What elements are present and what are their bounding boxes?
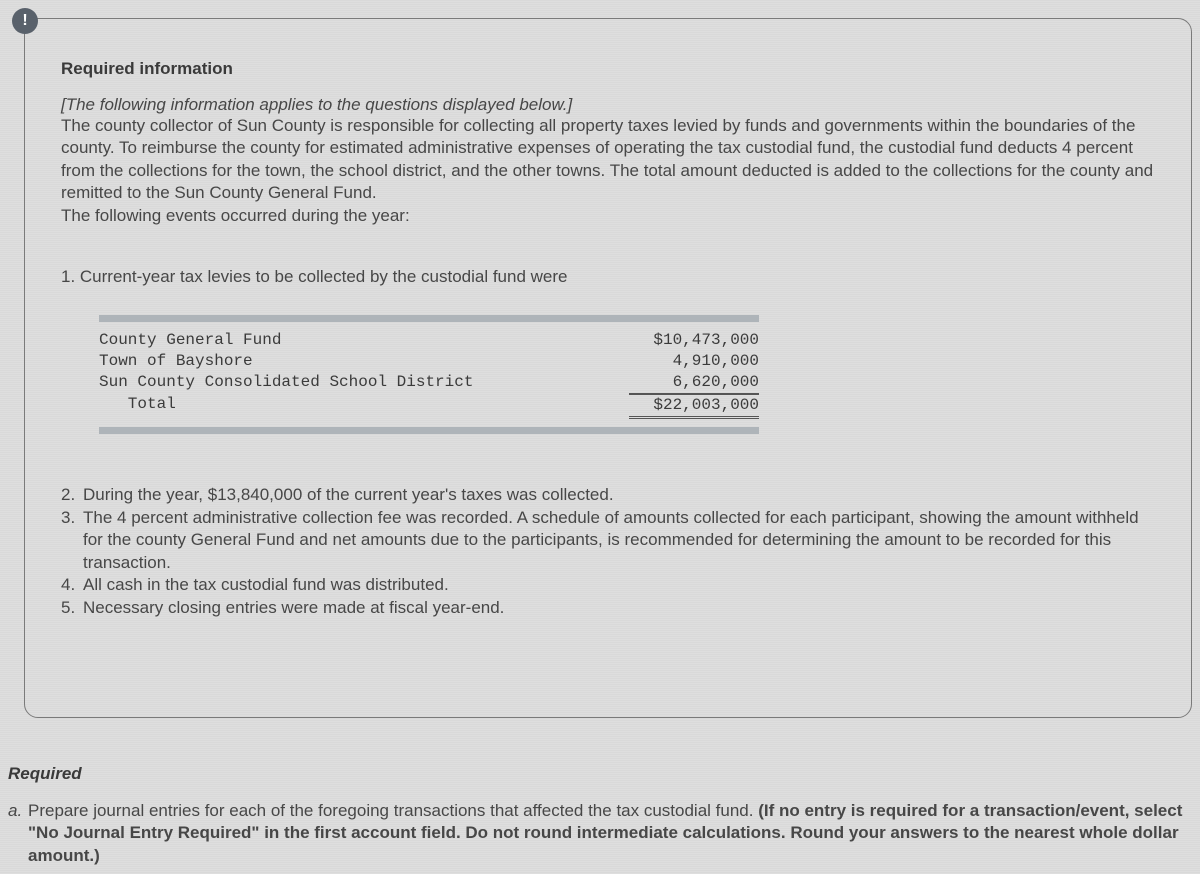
section-heading: Required information [61, 59, 1177, 79]
list-item: 2. During the year, $13,840,000 of the c… [61, 484, 1163, 506]
levy-value: $10,473,000 [629, 330, 759, 351]
required-section: Required a. Prepare journal entries for … [8, 764, 1192, 867]
levy-value: 4,910,000 [629, 351, 759, 372]
table-row: Sun County Consolidated School District … [99, 372, 759, 394]
list-number: 3. [61, 507, 83, 574]
intro-italic: [The following information applies to th… [61, 95, 1177, 115]
info-badge-icon: ! [12, 8, 38, 34]
list-number: 5. [61, 597, 83, 619]
table-row-total: Total $22,003,000 [99, 394, 759, 420]
levy-label: Sun County Consolidated School District [99, 372, 473, 394]
required-text: Prepare journal entries for each of the … [28, 800, 1192, 867]
list-text: All cash in the tax custodial fund was d… [83, 574, 449, 596]
table-row: Town of Bayshore 4,910,000 [99, 351, 759, 372]
list-item: 3. The 4 percent administrative collecti… [61, 507, 1163, 574]
list-text: The 4 percent administrative collection … [83, 507, 1163, 574]
list-item: 4. All cash in the tax custodial fund wa… [61, 574, 1163, 596]
list-number: 4. [61, 574, 83, 596]
list-number: 2. [61, 484, 83, 506]
required-heading: Required [8, 764, 1192, 784]
levy-label: Town of Bayshore [99, 351, 253, 372]
required-item: a. Prepare journal entries for each of t… [8, 800, 1192, 867]
list-text: During the year, $13,840,000 of the curr… [83, 484, 614, 506]
table-row: County General Fund $10,473,000 [99, 330, 759, 351]
levy-label: County General Fund [99, 330, 281, 351]
levy-total-label: Total [99, 394, 176, 420]
required-letter: a. [8, 800, 28, 867]
levy-table: County General Fund $10,473,000 Town of … [99, 315, 759, 434]
levy-value: 6,620,000 [629, 372, 759, 394]
intro-following: The following events occurred during the… [61, 205, 1161, 227]
events-list: 2. During the year, $13,840,000 of the c… [61, 484, 1163, 619]
event-1: 1. Current-year tax levies to be collect… [61, 267, 1177, 287]
intro-body: The county collector of Sun County is re… [61, 115, 1161, 205]
page: ! Required information [The following in… [0, 0, 1200, 874]
levy-total-value: $22,003,000 [629, 394, 759, 420]
list-item: 5. Necessary closing entries were made a… [61, 597, 1163, 619]
required-text-plain: Prepare journal entries for each of the … [28, 801, 758, 820]
info-panel: Required information [The following info… [24, 18, 1192, 718]
list-text: Necessary closing entries were made at f… [83, 597, 504, 619]
